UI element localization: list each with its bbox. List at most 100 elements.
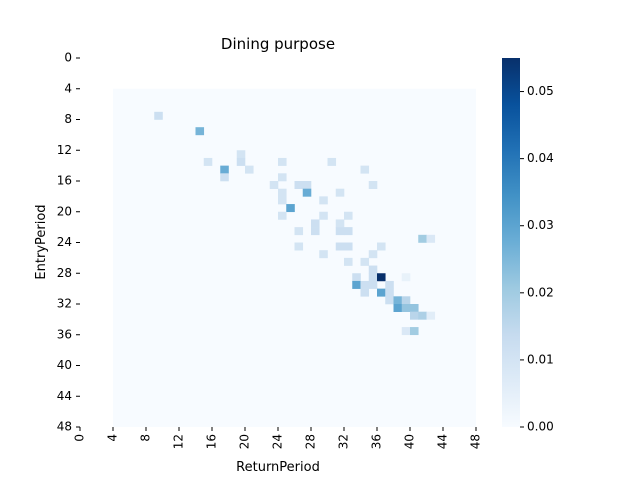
heatmap-cell	[369, 281, 378, 289]
heatmap-cell	[418, 235, 427, 243]
y-axis-label: EntryPeriod	[34, 204, 49, 279]
heatmap-cell	[295, 181, 304, 189]
heatmap-cell	[394, 304, 403, 312]
heatmap-cell	[319, 212, 328, 220]
heatmap-cell	[361, 258, 370, 266]
heatmap-cell	[352, 281, 361, 289]
heatmap-cell	[237, 150, 246, 158]
heatmap-cell	[369, 266, 378, 274]
x-tick-label: 48	[469, 434, 483, 449]
heatmap-cell	[402, 327, 411, 335]
x-axis-label: ReturnPeriod	[236, 460, 320, 475]
heatmap-cell	[270, 181, 279, 189]
x-tick-label: 20	[238, 434, 252, 449]
heatmap-cell	[344, 258, 353, 266]
x-axis: 0 4 8 12 16 20 24 28 32 36 40 44 48	[73, 427, 483, 449]
heatmap-cell	[278, 158, 287, 166]
x-tick-label: 40	[403, 434, 417, 449]
y-tick-label: 40	[57, 358, 72, 372]
heatmap-cell	[303, 181, 312, 189]
heatmap-cell	[402, 273, 411, 281]
y-tick-label: 32	[57, 297, 72, 311]
heatmap-cell	[385, 289, 394, 297]
heatmap-cell	[328, 158, 337, 166]
heatmap-cell	[394, 296, 403, 304]
heatmap-cell	[344, 243, 353, 251]
x-tick-label: 28	[304, 434, 318, 449]
heatmap-cell	[361, 281, 370, 289]
heatmap-cell	[402, 296, 411, 304]
y-tick-label: 12	[57, 143, 72, 157]
heatmap-cell	[361, 289, 370, 297]
colorbar-tick-label: 0.00	[527, 420, 554, 434]
heatmap-cell	[369, 273, 378, 281]
heatmap-cell	[385, 296, 394, 304]
colorbar-tick-label: 0.01	[527, 352, 554, 366]
colorbar-tick-label: 0.02	[527, 285, 554, 299]
colorbar-tick-label: 0.03	[527, 218, 554, 232]
y-tick-label: 8	[64, 112, 72, 126]
y-tick-label: 36	[57, 327, 72, 341]
heatmap-cell	[352, 273, 361, 281]
heatmap-cell	[385, 281, 394, 289]
heatmap-cell	[361, 166, 370, 174]
heatmap-cell	[410, 312, 419, 320]
heatmap-cell	[377, 273, 386, 281]
heatmap-cell	[220, 173, 229, 181]
heatmap-cell	[344, 212, 353, 220]
colorbar-gradient	[502, 58, 520, 427]
x-tick-label: 16	[205, 434, 219, 449]
heatmap-cell	[278, 196, 287, 204]
x-tick-label: 12	[172, 434, 186, 449]
heatmap-cell	[336, 243, 345, 251]
heatmap-cell	[220, 166, 229, 174]
heatmap-cell	[295, 227, 304, 235]
heatmap-cell	[427, 235, 436, 243]
heatmap-cell	[410, 327, 419, 335]
heatmap-cell	[418, 312, 427, 320]
heatmap-cell	[377, 243, 386, 251]
colorbar-tick-label: 0.04	[527, 151, 554, 165]
heatmap-cell	[278, 212, 287, 220]
heatmap-cell	[154, 112, 163, 120]
heatmap-cell	[286, 204, 295, 212]
y-tick-label: 0	[64, 51, 72, 65]
heatmap-cell	[319, 196, 328, 204]
x-tick-label: 44	[436, 434, 450, 449]
chart-title: Dining purpose	[221, 35, 335, 53]
x-tick-label: 0	[73, 434, 87, 442]
heatmap-cell	[311, 219, 320, 227]
y-tick-label: 28	[57, 266, 72, 280]
heatmap-cell	[237, 158, 246, 166]
y-tick-label: 16	[57, 174, 72, 188]
y-tick-label: 48	[57, 420, 72, 434]
y-tick-label: 44	[57, 389, 72, 403]
plot-area	[113, 89, 476, 427]
heatmap-cell	[410, 304, 419, 312]
heatmap-cell	[369, 181, 378, 189]
x-tick-label: 4	[106, 434, 120, 442]
x-tick-label: 24	[271, 434, 285, 449]
heatmap-cell	[303, 189, 312, 197]
heatmap-cell	[427, 312, 436, 320]
heatmap-cell	[344, 227, 353, 235]
heatmap-cell	[295, 243, 304, 251]
heatmap-cell	[377, 289, 386, 297]
heatmap-cell	[204, 158, 213, 166]
heatmap-background	[113, 89, 476, 427]
x-tick-label: 32	[337, 434, 351, 449]
heatmap-cell	[336, 219, 345, 227]
x-tick-label: 8	[139, 434, 153, 442]
heatmap-cell	[245, 166, 254, 174]
heatmap-cell	[311, 227, 320, 235]
heatmap-cell	[278, 189, 287, 197]
heatmap-cell	[369, 250, 378, 258]
colorbar-tick-label: 0.05	[527, 84, 554, 98]
colorbar: 0.00 0.01 0.02 0.03 0.04 0.05	[502, 58, 554, 434]
y-tick-label: 4	[64, 81, 72, 95]
heatmap-cell	[336, 227, 345, 235]
y-tick-label: 24	[57, 235, 72, 249]
heatmap-cell	[336, 189, 345, 197]
